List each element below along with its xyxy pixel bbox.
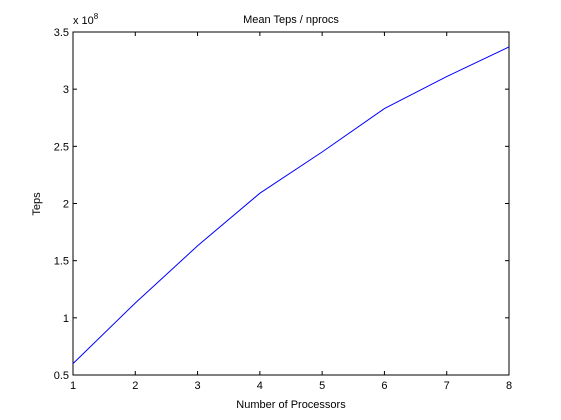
y-axis-exponent: x 108 bbox=[73, 12, 99, 27]
plot-area bbox=[72, 31, 510, 376]
x-tick-label: 1 bbox=[70, 380, 76, 392]
x-tick-label: 2 bbox=[132, 380, 138, 392]
y-axis-exponent-power: 8 bbox=[94, 12, 99, 21]
series-layer bbox=[72, 46, 510, 364]
x-tick-label: 3 bbox=[195, 380, 201, 392]
y-tick-label: 2 bbox=[63, 199, 69, 211]
y-tick-label: 3 bbox=[63, 84, 69, 96]
series-line bbox=[72, 46, 510, 364]
x-axis-ticks: 1 2 3 4 5 6 7 8 bbox=[70, 32, 512, 392]
x-tick-label: 4 bbox=[257, 380, 263, 392]
y-tick-label: 2.5 bbox=[54, 141, 69, 153]
x-axis-label: Number of Processors bbox=[236, 399, 346, 411]
y-axis-exponent-base: x 10 bbox=[73, 15, 94, 27]
x-tick-label: 5 bbox=[319, 380, 325, 392]
y-tick-label: 0.5 bbox=[54, 370, 69, 382]
y-tick-label: 1 bbox=[63, 313, 69, 325]
y-tick-label: 3.5 bbox=[54, 27, 69, 39]
y-axis-ticks: 0.5 1 1.5 2 2.5 3 3.5 bbox=[54, 27, 509, 382]
x-tick-label: 7 bbox=[444, 380, 450, 392]
chart-title: Mean Teps / nprocs bbox=[243, 14, 339, 26]
y-tick-label: 1.5 bbox=[54, 256, 69, 268]
x-tick-label: 6 bbox=[381, 380, 387, 392]
y-axis-label: Teps bbox=[31, 192, 43, 216]
x-tick-label: 8 bbox=[506, 380, 512, 392]
